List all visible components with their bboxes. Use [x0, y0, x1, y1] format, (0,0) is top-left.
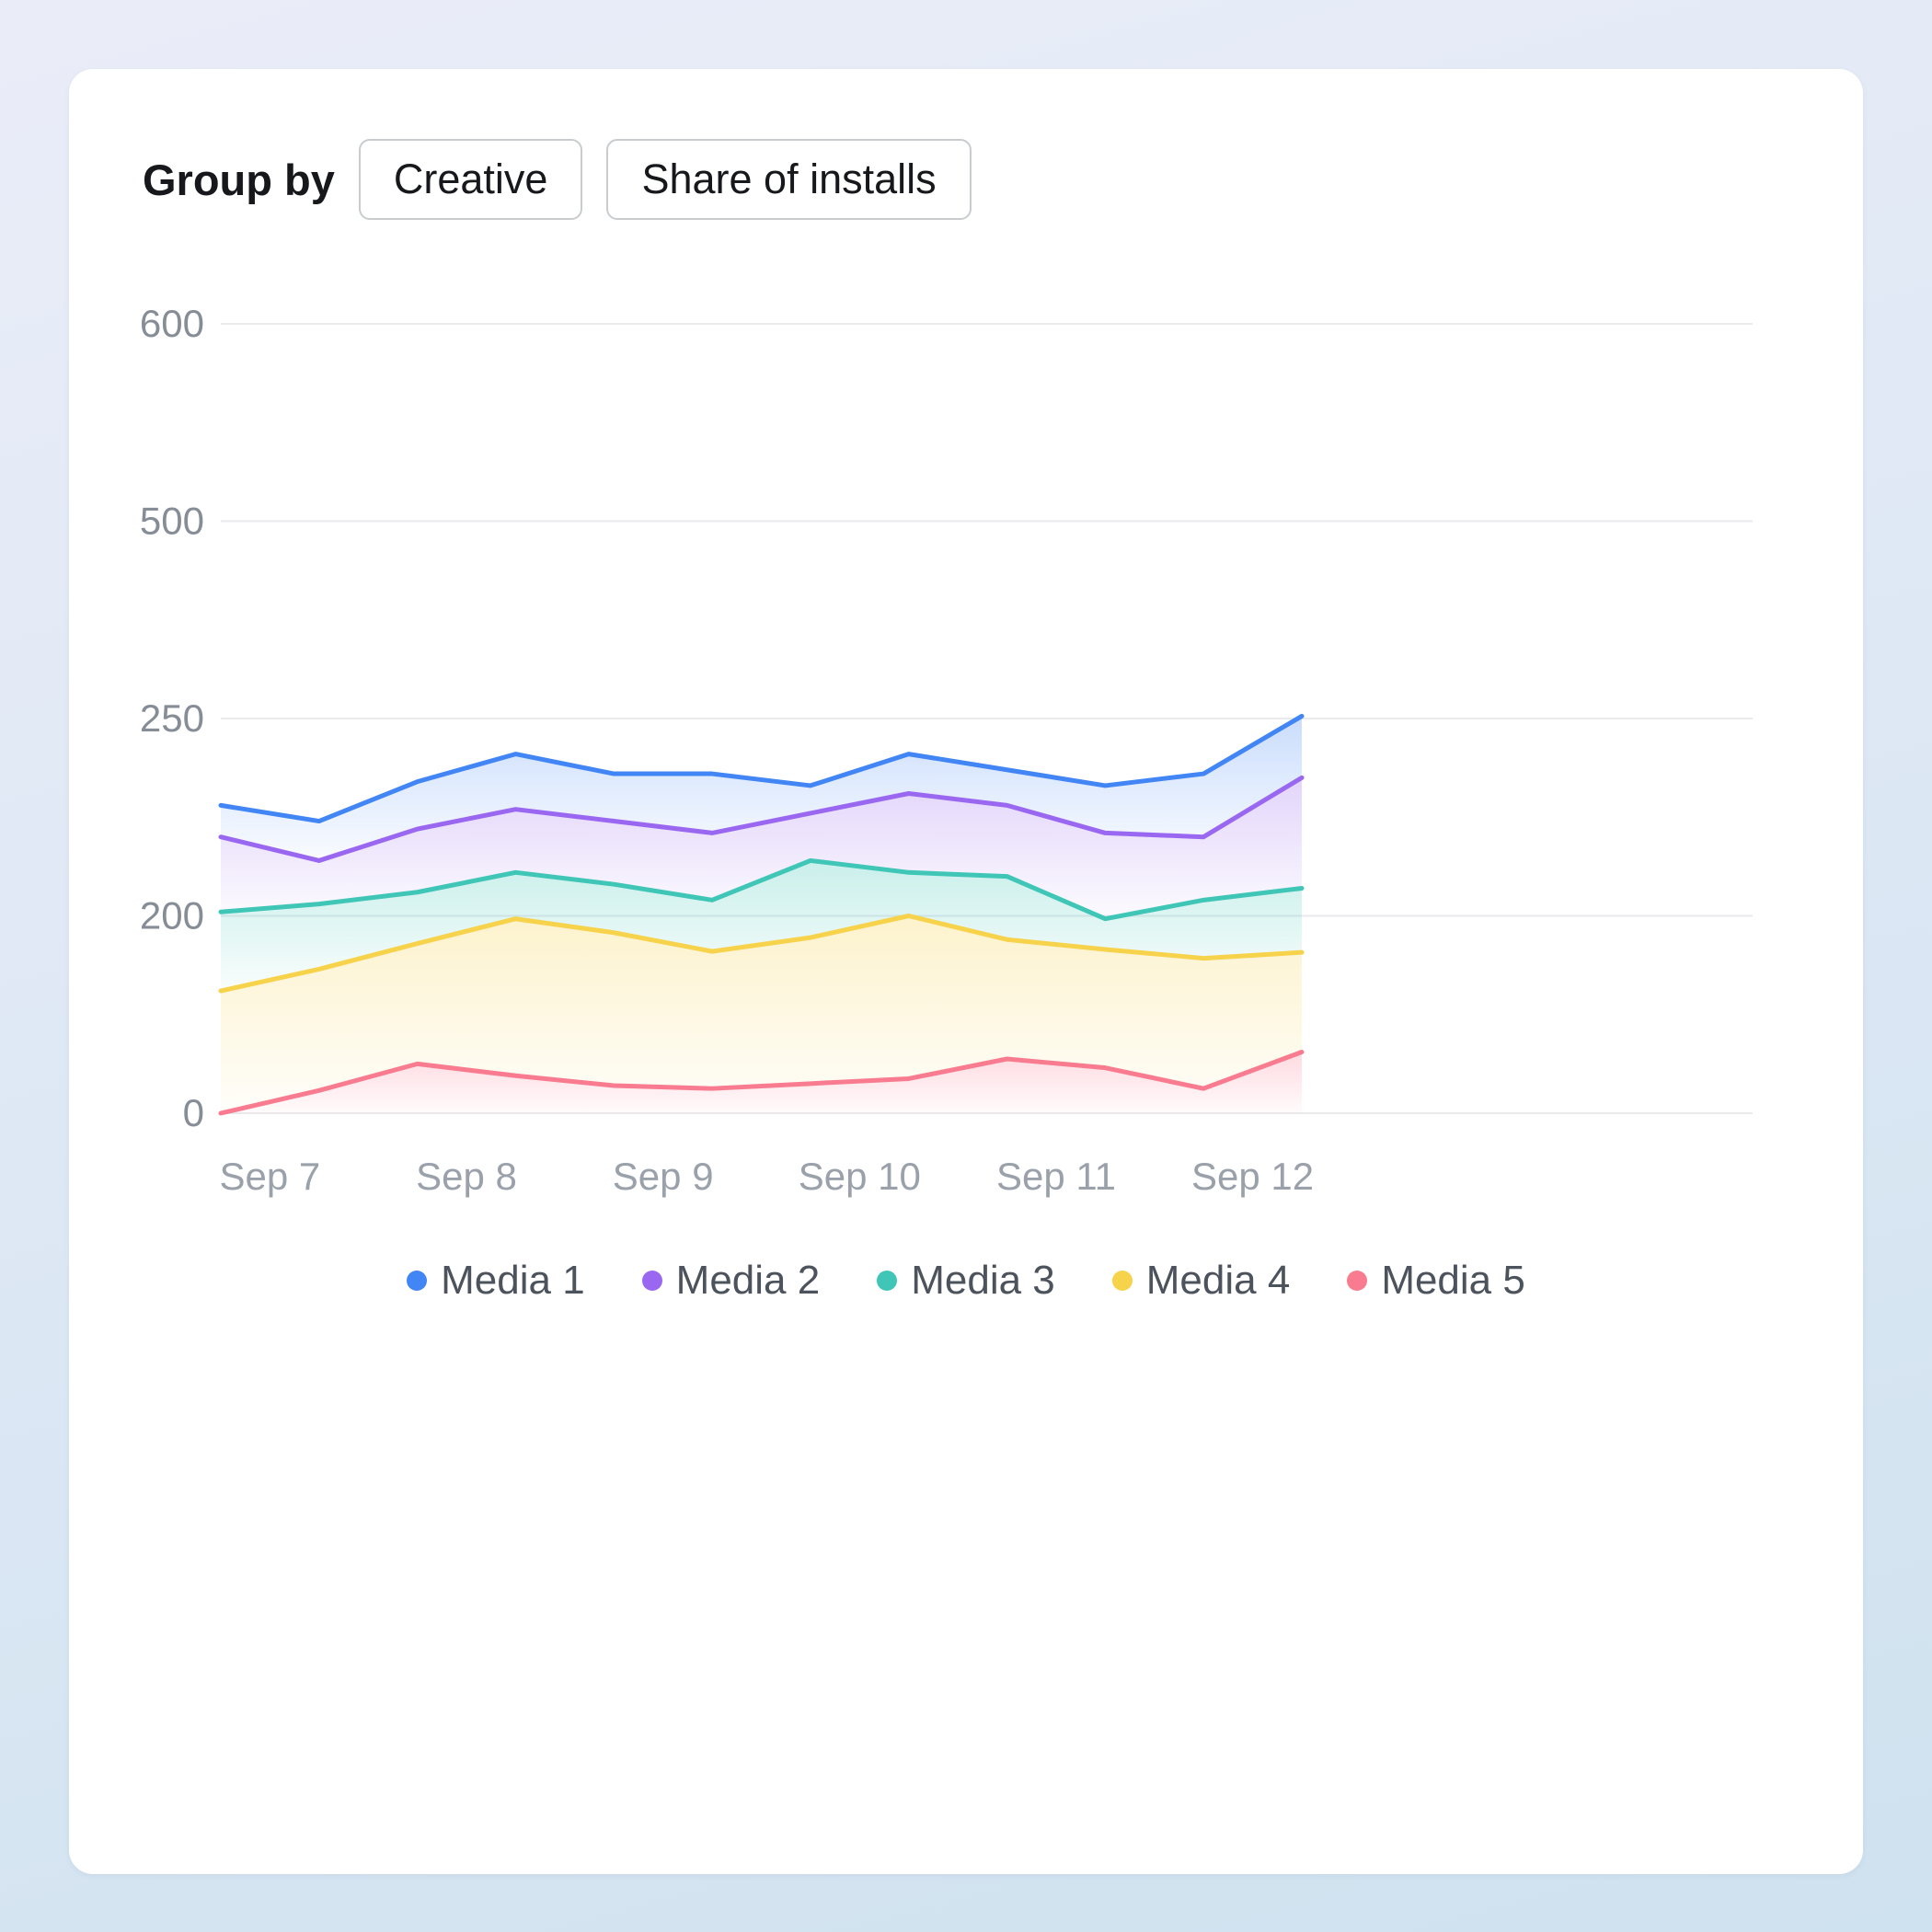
legend-dot-icon: [1347, 1271, 1368, 1291]
chart-legend: Media 1 Media 2 Media 3 Media 4 Media 5: [69, 1258, 1863, 1304]
x-axis-tick-label: Sep 11: [996, 1155, 1116, 1198]
legend-dot-icon: [407, 1271, 428, 1291]
legend-dot-icon: [877, 1271, 898, 1291]
legend-item-media-2[interactable]: Media 2: [641, 1258, 821, 1304]
legend-dot-icon: [1111, 1271, 1133, 1291]
legend-label: Media 3: [911, 1258, 1055, 1303]
area-band-media-1: [221, 716, 1302, 861]
chart-controls: Group by Creative Share of installs: [143, 139, 972, 220]
series-line-media-2: [218, 775, 1305, 863]
legend-dot-icon: [641, 1271, 662, 1291]
x-axis-tick-label: Sep 9: [613, 1155, 714, 1198]
x-axis-tick-label: Sep 10: [799, 1155, 921, 1198]
metric-share-of-installs-button[interactable]: Share of installs: [606, 139, 972, 220]
x-axis-tick-label: Sep 7: [220, 1155, 321, 1198]
y-axis-tick-label: 0: [183, 1091, 204, 1134]
y-axis-tick-label: 600: [140, 302, 204, 345]
legend-label: Media 4: [1145, 1258, 1291, 1303]
group-by-creative-button[interactable]: Creative: [358, 139, 583, 220]
legend-item-media-4[interactable]: Media 4: [1111, 1258, 1291, 1304]
series-line-media-3: [218, 857, 1305, 922]
legend-item-media-5[interactable]: Media 5: [1347, 1258, 1525, 1304]
legend-label: Media 1: [441, 1258, 585, 1303]
legend-label: Media 2: [675, 1258, 821, 1303]
area-band-media-4: [221, 915, 1302, 1113]
series-line-media-4: [218, 914, 1305, 994]
y-axis-tick-label: 500: [140, 500, 204, 543]
series-line-media-5: [218, 1050, 1305, 1116]
group-by-label: Group by: [143, 155, 335, 204]
legend-item-media-3[interactable]: Media 3: [877, 1258, 1055, 1304]
x-axis-tick-label: Sep 8: [416, 1155, 517, 1198]
series-line-media-1: [218, 713, 1305, 824]
x-axis-tick-label: Sep 12: [1191, 1155, 1314, 1198]
legend-label: Media 5: [1381, 1258, 1525, 1303]
area-band-media-5: [221, 1052, 1302, 1113]
area-band-media-3: [221, 860, 1302, 992]
chart-card: Group by Creative Share of installs 0 200…: [69, 69, 1863, 1874]
y-axis-tick-label: 250: [140, 696, 204, 740]
y-axis-tick-label: 200: [140, 894, 204, 937]
stacked-area-chart: 0 200 250 500 600 Sep 7 Sep 8 Sep 9 Sep 10 Sep 11…: [140, 302, 1753, 1198]
legend-item-media-1[interactable]: Media 1: [407, 1258, 585, 1304]
